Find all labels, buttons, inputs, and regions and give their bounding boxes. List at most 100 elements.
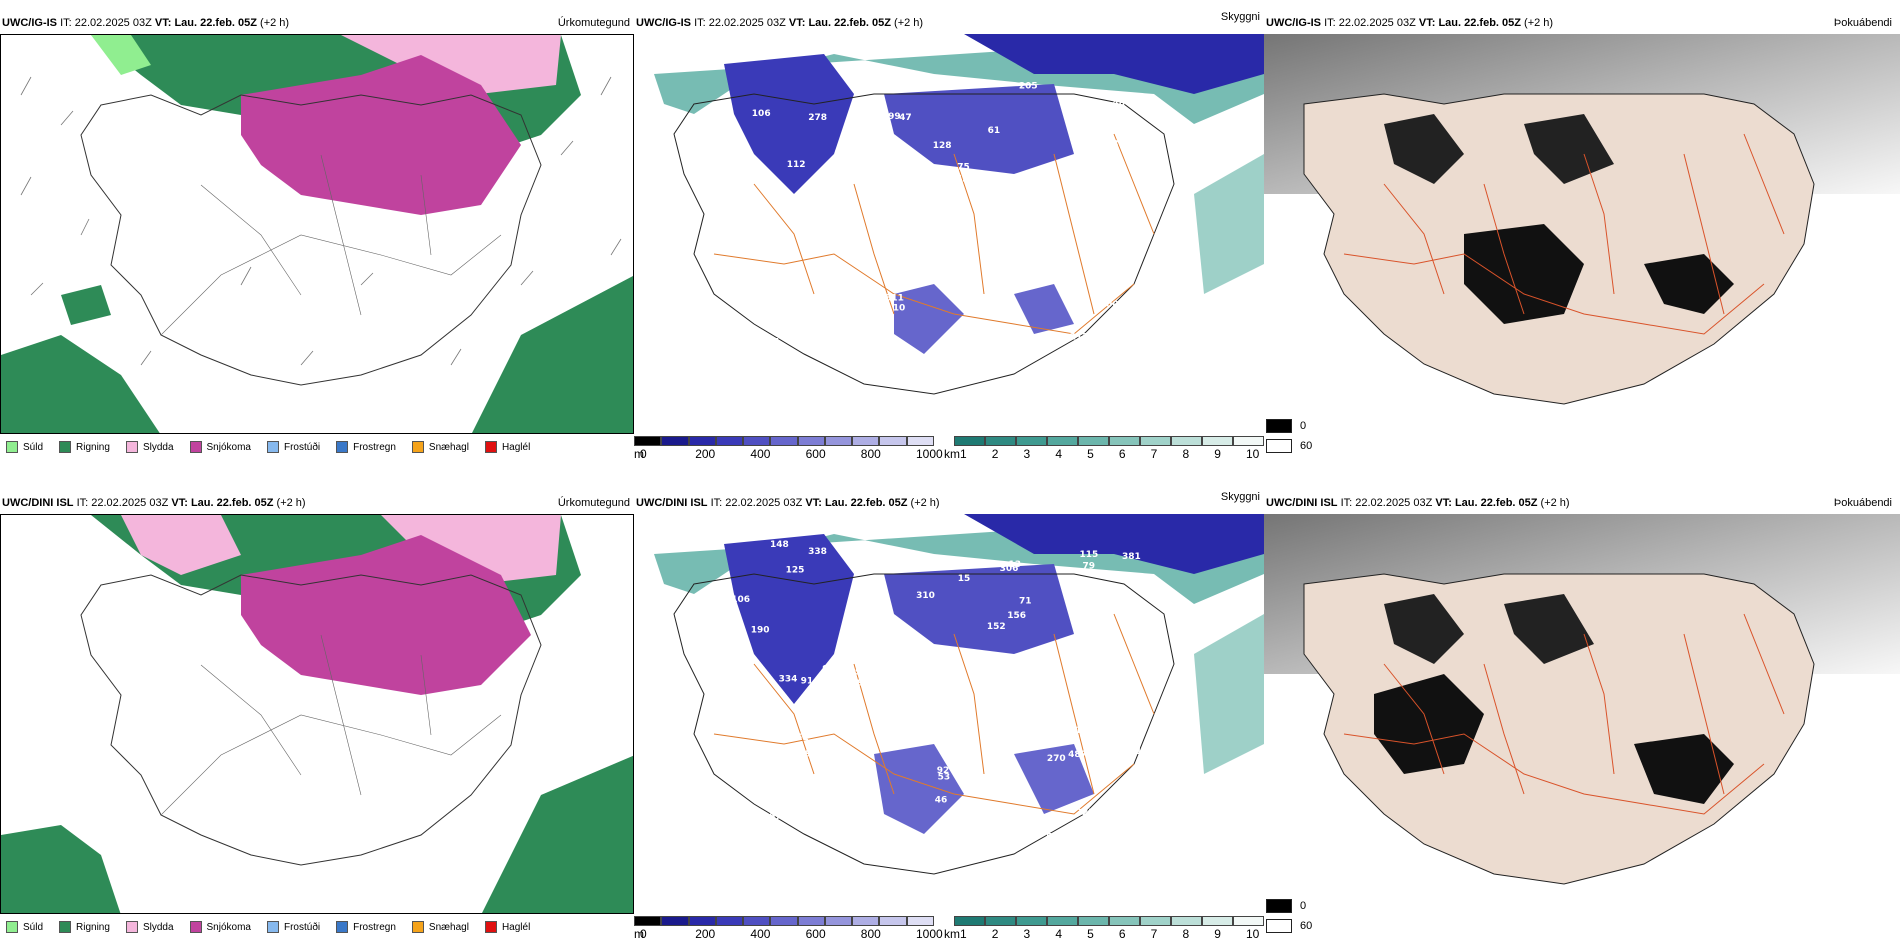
ceiling-value-label: 63 <box>847 147 860 157</box>
precip-type-map <box>0 34 634 434</box>
colorbar-segment <box>954 916 985 926</box>
colorbar-tick-label: 1000 <box>916 447 943 461</box>
ceiling-value-label: 75 <box>957 163 970 173</box>
ceiling-value-label: 57 <box>1046 833 1059 843</box>
panel-visibility-igis: UWC/IG-IS IT: 22.02.2025 03Z VT: Lau. 22… <box>634 12 1264 464</box>
ceiling-value-label: 15 <box>958 574 971 584</box>
colorbar-segment <box>634 436 662 446</box>
ceiling-value-label: 122 <box>853 555 872 565</box>
legend-item-sudd: Súld <box>6 921 43 933</box>
roads <box>713 133 1155 335</box>
ceiling-value-label: 96 <box>886 642 899 652</box>
black-fog-patch-east <box>1644 254 1734 314</box>
colorbar-segment <box>743 436 771 446</box>
panel-visibility-dini: UWC/DINI ISL IT: 22.02.2025 03Z VT: Lau.… <box>634 492 1264 944</box>
ceiling-value-label: 99 <box>888 112 901 122</box>
green-rain-south-east <box>472 276 633 433</box>
colorbar-tick-label: 200 <box>695 447 716 461</box>
ceiling-labels: 82 72 48 74 61 44 99 128 85 63 77 60 47 75 318 106 47 73 8… <box>727 69 1166 359</box>
fog-colorbar: 0 60 <box>1266 416 1312 456</box>
panel-title: UWC/IG-IS IT: 22.02.2025 03Z VT: Lau. 22… <box>636 17 924 29</box>
panel-title: UWC/DINI ISL IT: 22.02.2025 03Z VT: Lau.… <box>1266 497 1570 509</box>
ceiling-value-label: 338 <box>808 547 827 557</box>
ceiling-value-label: 101 <box>809 329 828 339</box>
blue-ceiling-northeast <box>964 514 1264 574</box>
legend-item-snaehagl: Snæhagl <box>411 921 469 933</box>
colorbar-segment <box>797 916 825 926</box>
ceiling-value-label: 74 <box>877 207 890 217</box>
ceiling-value-label: 61 <box>988 126 1001 136</box>
colorbar-tick-label: 2 <box>991 927 999 941</box>
colorbar-segment <box>688 436 716 446</box>
black-fog-patch-north <box>1384 594 1594 664</box>
legend-item-snjokoma: Snjókoma <box>189 921 251 933</box>
colorbar-tick-label: 400 <box>750 447 771 461</box>
ceiling-value-label: 10 <box>893 304 906 314</box>
ceiling-value-label: 318 <box>1026 238 1045 248</box>
light-green-drizzle <box>91 35 151 75</box>
ceiling-value-label: 58 <box>1079 661 1092 671</box>
ceiling-value-label: 71 <box>999 724 1012 734</box>
colorbar-tick-label: 7 <box>1150 927 1158 941</box>
roads <box>713 613 1155 815</box>
colorbar-segment <box>1016 436 1047 446</box>
visibility-colorbar: km 1 2 3 4 5 6 7 8 9 10 <box>944 436 1264 464</box>
blue-ceiling-northeast <box>964 34 1264 94</box>
colorbar-tick-label: 3 <box>1023 927 1031 941</box>
ceiling-value-label: 116 <box>829 819 848 829</box>
ceiling-value-label: 125 <box>786 566 805 576</box>
ceiling-value-label: 97 <box>822 664 835 674</box>
colorbar-segment <box>1078 436 1109 446</box>
blue-ceiling-south <box>894 284 1074 354</box>
roads <box>160 154 502 336</box>
ceiling-value-label: 109 <box>1025 649 1044 659</box>
ceiling-value-label: 212 <box>1070 333 1089 343</box>
colorbar-segment <box>770 916 798 926</box>
ceiling-value-label: 156 <box>1007 611 1026 621</box>
colorbar-tick-label: 800 <box>860 447 881 461</box>
ceiling-value-label: 128 <box>933 141 952 151</box>
ceiling-value-label: 279 <box>1021 234 1040 244</box>
ceiling-value-label: 270 <box>1047 754 1066 764</box>
ceiling-value-label: 315 <box>801 772 820 782</box>
parameter-label: Skyggni <box>1220 12 1260 23</box>
legend-item-rigning: Rigning <box>59 921 110 933</box>
legend-item-snaehagl: Snæhagl <box>411 441 469 453</box>
ceiling-value-label: 91 <box>801 677 814 687</box>
colorbar-segment <box>688 916 716 926</box>
panel-fog-igis: UWC/IG-IS IT: 22.02.2025 03Z VT: Lau. 22… <box>1264 12 1900 464</box>
colorbar-segment <box>985 916 1016 926</box>
legend-item-snjokoma: Snjókoma <box>189 441 251 453</box>
colorbar-segment <box>1140 916 1171 926</box>
colorbar-segment <box>770 436 798 446</box>
teal-fog-area-east <box>1194 614 1264 774</box>
colorbar-segment <box>1140 436 1171 446</box>
colorbar-tick-label: 4 <box>1055 927 1063 941</box>
colorbar-tick-label: 9 <box>1214 927 1221 941</box>
ceiling-value-label: 106 <box>731 595 750 605</box>
colorbar-segment <box>1202 916 1233 926</box>
ceiling-value-label: 48 <box>1113 99 1126 109</box>
colorbar-segment <box>1171 436 1202 446</box>
precip-type-legend: Súld Rigning Slydda Snjókoma Frostúði Fr… <box>0 434 634 460</box>
iceland-outline <box>1303 93 1815 405</box>
colorbar-segment <box>715 916 744 926</box>
legend-item-frostudi: Frostúði <box>266 921 320 933</box>
green-rain-south-west <box>1 335 160 433</box>
colorbar-tick-label: 5 <box>1087 927 1094 941</box>
ceiling-value-label: 189 <box>834 149 853 159</box>
magenta-snow-area <box>241 55 521 215</box>
colorbar-segment <box>1047 916 1078 926</box>
legend-item-frostudi: Frostúði <box>266 441 320 453</box>
precip-type-legend: Súld Rigning Slydda Snjókoma Frostúði Fr… <box>0 914 634 940</box>
green-rain-south-west <box>1 825 121 913</box>
precip-type-map <box>0 514 634 914</box>
colorbar-tick-label: 10 <box>1246 927 1260 941</box>
ceiling-value-label: 57 <box>982 813 995 823</box>
ceiling-value-label: 168 <box>994 263 1013 273</box>
colorbar-segment <box>824 916 853 926</box>
ceiling-value-label: 147 <box>1136 747 1155 757</box>
ceiling-value-label: 811 <box>885 294 904 304</box>
ceiling-value-label: 67 <box>769 812 782 822</box>
colorbar-segment <box>634 916 662 926</box>
